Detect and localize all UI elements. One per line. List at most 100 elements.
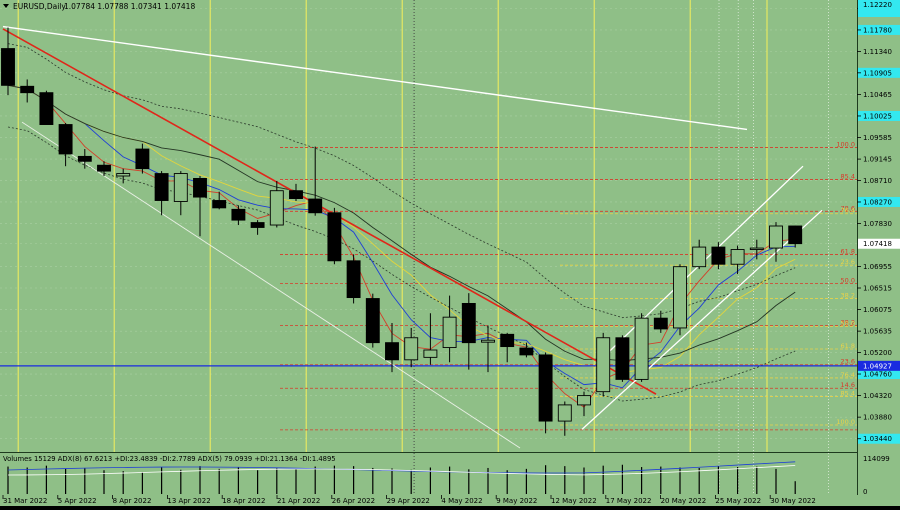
date-tick-label: 31 Mar 2022 — [3, 497, 47, 505]
fib-level-label: 38.2 — [841, 292, 855, 300]
highlight-price-box — [858, 196, 900, 207]
fib-level-label: 14.6 — [841, 381, 855, 389]
highlight-price-box — [858, 433, 900, 444]
highlight-price-box — [858, 110, 900, 121]
current-price-label: 1.07418 — [863, 240, 892, 248]
candle-body — [212, 200, 227, 209]
price-tick-label: 1.06075 — [863, 306, 892, 314]
price-axis-labels: 1.12220 1.11780 1.11340 1.10905 1.10465 1.100… — [857, 0, 900, 496]
date-tick-label: 29 Apr 2022 — [387, 497, 430, 505]
date-tick-label: 9 May 2022 — [496, 497, 537, 505]
candle-body — [77, 155, 92, 162]
fib-level-label: 76.4 — [841, 371, 855, 379]
candle-body — [58, 124, 73, 155]
volume-tick-label: 114099 — [863, 455, 890, 463]
date-axis-labels: 31 Mar 2022 5 Apr 2022 8 Apr 2022 13 Apr 20… — [2, 495, 816, 505]
candle-body — [730, 249, 745, 265]
date-tick-label: 26 Apr 2022 — [332, 497, 375, 505]
price-tick-label: 1.11340 — [863, 48, 892, 56]
candle-body — [769, 225, 783, 249]
candle-body — [749, 247, 764, 250]
vertical-marker-lines — [17, 0, 829, 495]
candle-body — [461, 302, 476, 344]
fib-level-label: 23.6 — [841, 358, 855, 366]
candle-body — [423, 349, 438, 358]
lower-channel-line — [21, 121, 521, 449]
fib-level-label: 85.4 — [841, 390, 855, 398]
candle-body — [653, 317, 668, 330]
date-tick-label: 20 May 2022 — [661, 497, 707, 505]
candle-body — [327, 212, 342, 262]
date-tick-label: 8 Apr 2022 — [113, 497, 152, 505]
price-tick-label: 1.04320 — [863, 392, 892, 400]
price-tick-label: 1.04760 — [863, 371, 892, 379]
ma-black-line — [7, 84, 796, 362]
price-tick-label: 1.03880 — [863, 414, 892, 422]
blue-level-label: 1.04927 — [863, 362, 892, 370]
candle-body — [442, 316, 457, 349]
candle-body — [692, 246, 707, 268]
current-price-box — [858, 238, 900, 249]
date-tick-label: 4 May 2022 — [441, 497, 482, 505]
date-tick-label: 21 Apr 2022 — [277, 497, 320, 505]
candle-body — [97, 164, 111, 172]
date-tick-label: 30 May 2022 — [770, 497, 816, 505]
fib-level-label: 23.6 — [841, 258, 855, 266]
main-plot-area — [0, 0, 857, 452]
price-tick-label: 1.10465 — [863, 91, 892, 99]
price-tick-label: 1.05635 — [863, 328, 892, 336]
fib-level-label: 85.4 — [841, 172, 855, 180]
price-tick-label: 1.10905 — [863, 69, 892, 77]
price-tick-label: 1.10025 — [863, 112, 892, 120]
symbol-label: EURUSD,Daily — [13, 2, 66, 11]
date-tick-label: 18 Apr 2022 — [222, 497, 265, 505]
candle-body — [673, 266, 687, 329]
candle-body — [308, 198, 323, 214]
price-tick-label: 1.11780 — [863, 26, 892, 34]
long-term-resistance-line — [2, 25, 748, 131]
candle-body — [250, 222, 265, 228]
price-tick-label: 1.09145 — [863, 156, 892, 164]
date-tick-label: 12 May 2022 — [551, 497, 597, 505]
price-tick-label: 1.07830 — [863, 220, 892, 228]
candle-body — [519, 347, 534, 356]
highlight-price-box — [858, 369, 900, 380]
price-tick-label: 1.09585 — [863, 134, 892, 142]
envelope-lower-line — [7, 126, 796, 402]
envelope-upper-line — [7, 43, 796, 319]
candle-body — [231, 208, 246, 221]
fib-level-label: 61.8 — [841, 342, 855, 350]
indicator-label: Volumes 15129 ADX(8) 67.6213 +DI:23.4839… — [3, 455, 336, 463]
candle-body — [557, 404, 572, 422]
highlight-price-box — [858, 24, 900, 35]
blue-level-box — [858, 360, 900, 371]
price-tick-label: 1.08270 — [863, 198, 892, 206]
candle-body — [365, 298, 380, 344]
candle-body — [615, 337, 630, 380]
candle-body — [577, 395, 591, 406]
red-downtrend-line — [2, 28, 657, 395]
candle-body — [1, 48, 15, 86]
volume-histogram — [7, 461, 796, 494]
di-line — [7, 465, 796, 476]
price-tick-label: 1.12220 — [863, 1, 892, 9]
candle-body — [385, 342, 399, 361]
fib-level-label: 38.2 — [841, 319, 855, 327]
candle-body — [173, 173, 188, 202]
drawn-trendlines — [0, 25, 857, 449]
candle-body — [481, 339, 495, 343]
candle-body — [269, 190, 284, 226]
volume-tick-label: 0 — [863, 488, 867, 496]
candle-body — [20, 85, 35, 94]
adx-line — [7, 461, 796, 474]
candle-body — [346, 260, 361, 299]
candle-body — [135, 148, 150, 170]
top-price-box — [858, 0, 900, 17]
price-tick-label: 1.06515 — [863, 285, 892, 293]
collapse-arrow-icon[interactable] — [3, 4, 9, 8]
candle-body — [538, 354, 553, 422]
fib-level-label: 76.4 — [841, 207, 855, 215]
price-tick-label: 1.06955 — [863, 263, 892, 271]
